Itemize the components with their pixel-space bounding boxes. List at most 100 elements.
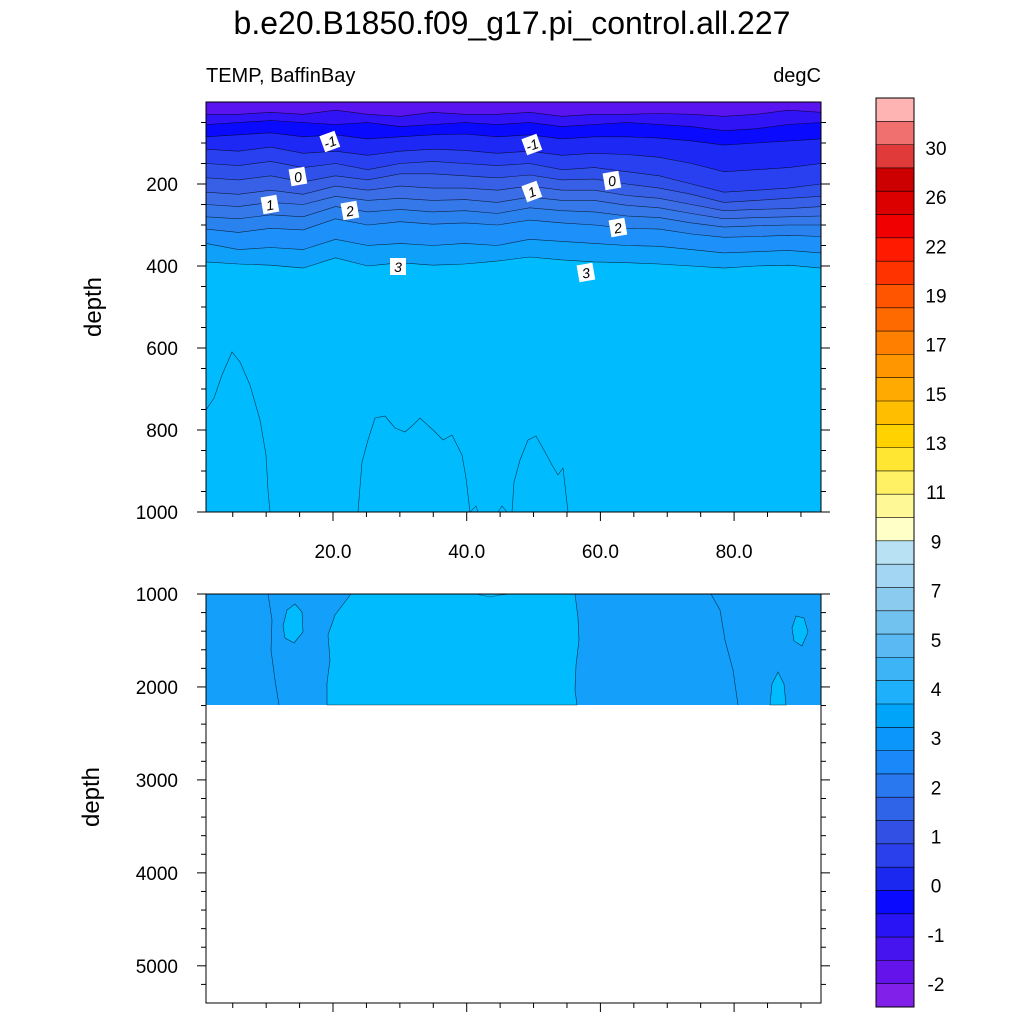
colorbar-box [876, 424, 914, 448]
lower-warm-band [326, 593, 580, 706]
upper-frame [205, 101, 822, 513]
colorbar-label: 17 [925, 336, 946, 357]
colorbar-box [876, 750, 914, 775]
lower-frame [205, 593, 822, 1004]
x-tick-label: 60.0 [582, 542, 619, 563]
colorbar-box [876, 564, 914, 588]
lower-warm-blob-2 [791, 615, 809, 647]
lower-left-line [267, 593, 280, 706]
colorbar-label: 0 [931, 877, 942, 898]
colorbar-box [876, 517, 914, 542]
colorbar-box [876, 447, 914, 472]
contour-label-text: 3 [394, 259, 402, 275]
colorbar-box [876, 913, 914, 938]
contour-label-text: -1 [523, 135, 540, 154]
colorbar-label: 9 [931, 532, 942, 553]
colorbar-box [876, 937, 914, 961]
colorbar-box [876, 167, 914, 192]
lower-warm-blob-3 [769, 671, 787, 706]
colorbar-box [876, 657, 914, 681]
colorbar-box [876, 704, 914, 728]
colorbar-box [876, 121, 914, 145]
upper-contour-line [205, 238, 822, 254]
colorbar-box [876, 540, 914, 565]
figure-title: b.e20.B1850.f09_g17.pi_control.all.227 [234, 5, 791, 41]
colorbar-label: 15 [925, 385, 946, 406]
colorbar-box [876, 261, 914, 285]
colorbar-box [876, 680, 914, 705]
x-tick-label: 80.0 [716, 542, 753, 563]
colorbar-box [876, 983, 914, 1008]
colorbar-box [876, 494, 914, 518]
contour-label: 1 [260, 194, 280, 215]
colorbar-box [876, 98, 914, 122]
colorbar-box [876, 587, 914, 612]
contour-label-text: 0 [607, 172, 618, 189]
x-tick-label: 40.0 [448, 542, 485, 563]
colorbar-label: 7 [931, 582, 942, 603]
colorbar-label: 1 [931, 827, 942, 848]
y-tick-label: 600 [146, 339, 178, 360]
lower-y-tick-label: 1000 [136, 585, 178, 606]
contour-label: 0 [602, 170, 622, 191]
colorbar: 30 26 22 19 17 15 13 11 9 7 5 4 3 2 1 0 -1 -2 [875, 97, 947, 1008]
colorbar-box [876, 401, 914, 425]
left-subtitle: TEMP, BaffinBay [206, 65, 355, 87]
contour-label-box [608, 217, 628, 238]
lower-y-tick-label: 5000 [136, 957, 178, 978]
lower-y-tick-label: 4000 [136, 864, 178, 885]
lower-warm-blob-1 [282, 603, 304, 644]
contour-label: 1 [521, 180, 543, 203]
contour-label-box [340, 200, 360, 221]
colorbar-label: 2 [931, 778, 942, 799]
y-tick-label: 200 [146, 175, 178, 196]
colorbar-label: 22 [925, 237, 946, 258]
colorbar-box [876, 797, 914, 821]
colorbar-box [876, 890, 914, 915]
upper-contour-line [205, 206, 821, 228]
colorbar-box [876, 773, 914, 798]
contour-label-text: 0 [293, 168, 304, 185]
colorbar-box [876, 284, 914, 309]
colorbar-label: 26 [925, 188, 946, 209]
colorbar-box [876, 377, 914, 402]
colorbar-box [876, 214, 914, 239]
y-tick-label: 400 [146, 257, 178, 278]
units-label: degC [773, 65, 821, 87]
colorbar-label: 30 [925, 139, 946, 160]
contour-label-box [288, 166, 308, 187]
y-tick-label: 1000 [136, 503, 178, 524]
upper-band-fill [206, 102, 821, 117]
contour-label-text: 1 [265, 196, 275, 213]
lower-y-axis-label: depth [78, 767, 105, 827]
contour-label-box [319, 130, 341, 153]
contour-label: 3 [576, 262, 596, 283]
contour-label: 0 [288, 166, 308, 187]
lower-right-line [710, 593, 739, 706]
warm-patch-right [511, 435, 569, 513]
colorbar-label: 13 [925, 434, 946, 455]
colorbar-box [876, 820, 914, 845]
upper-contour-line [205, 195, 822, 220]
colorbar-label: 3 [931, 729, 942, 750]
warm-boundary-lines [469, 505, 508, 513]
colorbar-box [876, 470, 914, 495]
lower-y-tick-label: 2000 [136, 678, 178, 699]
upper-contour-line [205, 256, 822, 269]
colorbar-box [876, 191, 914, 215]
lower-axes: 1000 2000 3000 4000 5000 depth [78, 585, 830, 1012]
contour-label: 3 [390, 258, 406, 275]
upper-contour-line [205, 146, 822, 173]
contour-label-text: -1 [321, 132, 338, 151]
upper-contour-line [205, 218, 822, 238]
colorbar-box [876, 960, 914, 984]
colorbar-box [876, 144, 914, 169]
upper-contour-line [206, 109, 822, 117]
colorbar-box [876, 331, 914, 355]
colorbar-box [876, 307, 914, 332]
upper-contour-labels: -1 -1 0 0 1 1 2 2 3 3 [260, 130, 628, 283]
upper-panel: -1 -1 0 0 1 1 2 2 3 3 200 400 600 800 1000 20.0 40.0 60.… [80, 101, 830, 563]
upper-y-axis-label: depth [80, 277, 107, 337]
